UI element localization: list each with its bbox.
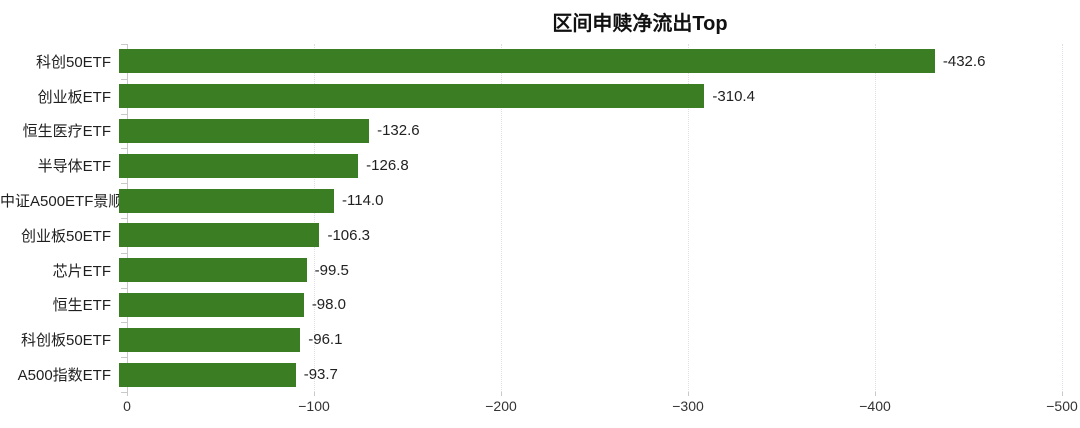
bar	[119, 188, 334, 213]
y-axis-tick	[121, 113, 127, 115]
category-label: 科创50ETF	[35, 53, 111, 71]
gridline	[501, 44, 502, 392]
value-label: -114.0	[342, 192, 384, 210]
x-axis-tick-label: −500	[1046, 398, 1078, 414]
value-label: -106.3	[327, 226, 371, 244]
bar-track: -106.3	[119, 223, 1062, 248]
y-axis-tick	[121, 357, 127, 359]
bar-row: A500指数ETF -93.7	[0, 357, 1062, 392]
bar-row: 科创50ETF -432.6	[0, 44, 1062, 79]
category-label: 恒生ETF	[52, 297, 111, 315]
gridline	[1062, 44, 1063, 392]
bar	[119, 258, 307, 283]
x-axis-tick-label: −400	[859, 398, 891, 414]
bar-row: 半导体ETF -126.8	[0, 148, 1062, 183]
value-label: -98.0	[311, 296, 347, 314]
value-label: -126.8	[366, 157, 409, 175]
bar	[119, 49, 935, 74]
bar-row: 恒生ETF -98.0	[0, 288, 1062, 323]
bar	[119, 327, 301, 352]
y-axis-tick	[121, 148, 127, 150]
bar-row: 创业板50ETF -106.3	[0, 218, 1062, 253]
bar-track: -96.1	[119, 327, 1062, 352]
x-axis-tick	[501, 392, 502, 396]
x-axis-tick-label: −200	[485, 398, 517, 414]
y-axis-tick	[121, 218, 127, 219]
x-axis-tick-label: −100	[298, 398, 330, 414]
x-axis-labels: 0 −100 −200 −300 −400 −500	[0, 398, 1080, 418]
category-label: 创业板50ETF	[20, 227, 111, 245]
y-axis-tick	[121, 44, 127, 45]
bar-track: -99.5	[119, 258, 1062, 283]
bar-row: 科创板50ETF -96.1	[0, 322, 1062, 357]
value-label: -432.6	[942, 52, 986, 70]
bar-row: 芯片ETF -99.5	[0, 253, 1062, 288]
bar-track: -126.8	[119, 153, 1062, 178]
x-axis-tick	[127, 392, 128, 396]
value-label: -310.4	[712, 87, 755, 105]
y-axis-tick	[121, 78, 127, 80]
y-axis-tick	[121, 392, 127, 393]
category-label: 半导体ETF	[37, 158, 111, 176]
bar-track: -310.4	[119, 84, 1062, 109]
category-label: 科创板50ETF	[20, 332, 111, 350]
value-label: -99.5	[314, 261, 349, 279]
gridline	[875, 44, 876, 392]
chart-title: 区间申赎净流出Top	[552, 13, 728, 35]
x-axis-tick	[1062, 392, 1063, 396]
bar	[119, 362, 296, 387]
x-axis-tick	[688, 392, 689, 396]
gridline	[314, 44, 315, 392]
x-axis-tick-label: 0	[123, 398, 131, 414]
bar-rows: 科创50ETF -432.6 创业板ETF -310.4 恒生医疗ETF -132.6 半导…	[0, 44, 1062, 392]
y-axis-tick	[121, 183, 127, 185]
bar	[119, 118, 370, 143]
y-axis-tick	[121, 252, 127, 254]
y-axis-line	[127, 44, 128, 392]
bar	[119, 292, 304, 317]
x-axis-tick-label: −300	[672, 398, 704, 414]
bar-row: 中证A500ETF景顺 -114.0	[0, 183, 1062, 218]
category-label: 芯片ETF	[52, 262, 111, 280]
category-label: A500指数ETF	[17, 367, 111, 385]
bar	[119, 223, 320, 248]
x-axis-tick	[875, 392, 876, 396]
bar-track: -98.0	[119, 292, 1062, 317]
x-axis-tick	[314, 392, 315, 396]
bar	[119, 153, 359, 178]
bar-track: -432.6	[119, 49, 1062, 74]
y-axis-tick	[121, 322, 127, 324]
bar-track: -132.6	[119, 118, 1062, 143]
value-label: -93.7	[303, 366, 338, 384]
value-label: -96.1	[308, 331, 343, 349]
bar-track: -114.0	[119, 188, 1062, 213]
gridline	[688, 44, 689, 392]
plot-area	[121, 44, 1063, 396]
value-label: -132.6	[377, 122, 420, 140]
bar-row: 创业板ETF -310.4	[0, 79, 1062, 114]
bar-row: 恒生医疗ETF -132.6	[0, 114, 1062, 149]
y-axis-tick	[121, 287, 127, 289]
bar-track: -93.7	[119, 362, 1062, 387]
bar	[119, 84, 705, 109]
category-label: 恒生医疗ETF	[22, 123, 111, 141]
category-label: 中证A500ETF景顺	[0, 193, 124, 211]
category-label: 创业板ETF	[37, 88, 111, 106]
